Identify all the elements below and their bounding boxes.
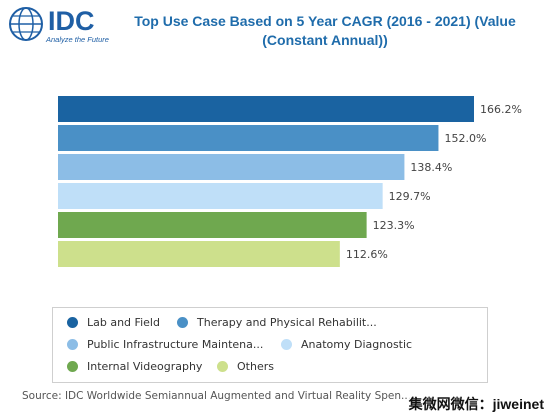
bar-2 (58, 125, 439, 151)
legend-label-1: Lab and Field (87, 316, 160, 329)
bar-6 (58, 241, 340, 267)
bar-1 (58, 96, 474, 122)
bar-value-label-2: 152.0% (444, 132, 486, 145)
logo-tagline: Analyze the Future (46, 35, 109, 44)
legend-label-6: Others (237, 360, 274, 373)
bar-value-label-5: 123.3% (373, 219, 415, 232)
bar-value-label-1: 166.2% (480, 103, 522, 116)
legend-item-5: Internal Videography (67, 360, 202, 373)
legend-item-2: Therapy and Physical Rehabilit... (177, 316, 377, 329)
legend-label-4: Anatomy Diagnostic (301, 338, 413, 351)
bar-5 (58, 212, 367, 238)
legend-swatch-2 (177, 317, 188, 328)
legend-swatch-6 (217, 361, 228, 372)
legend-swatch-1 (67, 317, 78, 328)
legend-label-5: Internal Videography (87, 360, 203, 373)
bar-value-label-3: 138.4% (410, 161, 452, 174)
bar-value-label-4: 129.7% (389, 190, 431, 203)
legend-swatch-5 (67, 361, 78, 372)
chart-title-line-1: Top Use Case Based on 5 Year CAGR (2016 … (134, 13, 516, 29)
legend-label-3: Public Infrastructure Maintena... (87, 338, 264, 351)
legend-item-1: Lab and Field (67, 316, 160, 329)
watermark: 集微网微信：jiweinet (406, 394, 546, 414)
bar-4 (58, 183, 383, 209)
chart-title: Top Use Case Based on 5 Year CAGR (2016 … (110, 12, 540, 50)
bar-value-label-6: 112.6% (346, 248, 388, 261)
legend-label-2: Therapy and Physical Rehabilit... (197, 316, 377, 329)
chart-title-line-2: (Constant Annual)) (262, 32, 388, 48)
idc-logo: IDC Analyze the Future (8, 6, 138, 46)
legend-item-6: Others (217, 360, 274, 373)
legend-item-4: Anatomy Diagnostic (281, 338, 412, 351)
logo-text: IDC (48, 6, 95, 36)
bar-3 (58, 154, 405, 180)
legend-swatch-4 (281, 339, 292, 350)
bar-chart: 166.2% 152.0% 138.4% 129.7% 123.3% 112.6% (58, 96, 522, 267)
chart-legend: Lab and Field Therapy and Physical Rehabi… (52, 307, 488, 383)
source-note: Source: IDC Worldwide Semiannual Augment… (22, 390, 412, 402)
globe-icon (9, 7, 43, 41)
legend-swatch-3 (67, 339, 78, 350)
legend-item-3: Public Infrastructure Maintena... (67, 338, 263, 351)
